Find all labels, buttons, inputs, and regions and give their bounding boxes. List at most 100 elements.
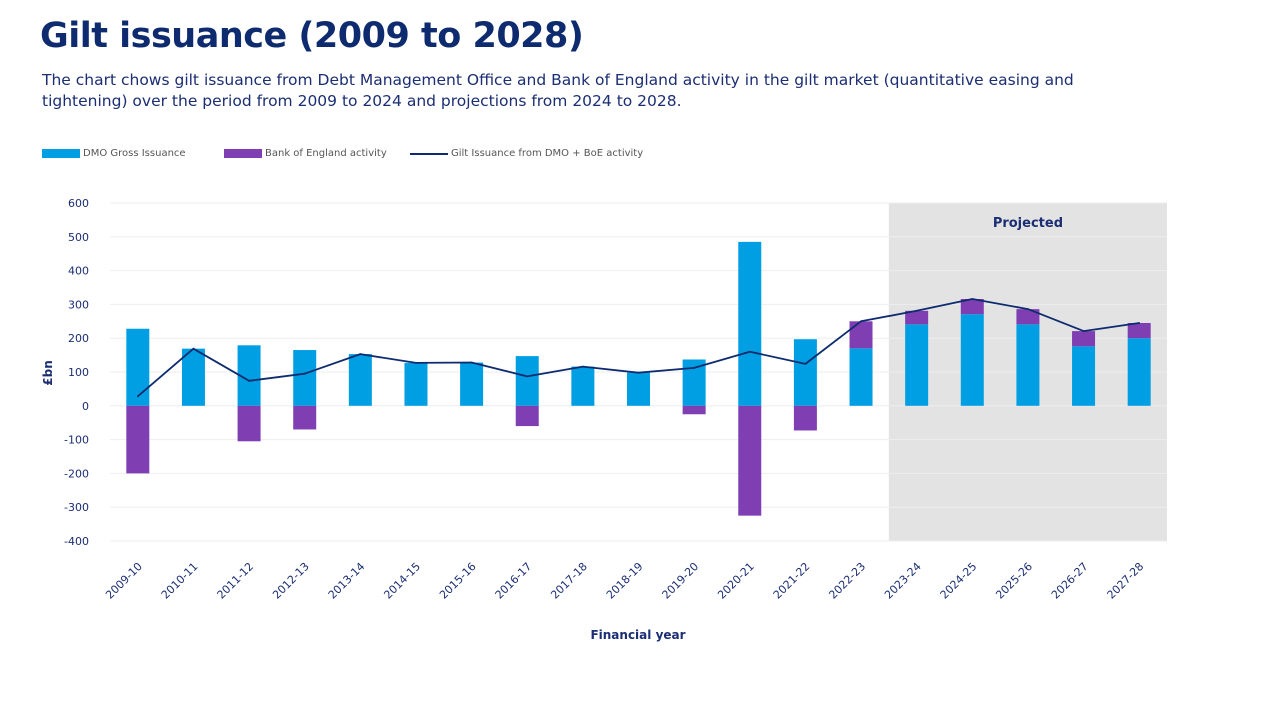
bar-boe-2011-12 — [237, 405, 261, 442]
bar-dmo-2024-25 — [960, 314, 984, 406]
line-point-2013-14 — [359, 353, 362, 355]
y-axis: 600 500 400 300 200 100 0 -100 -200 -300 -400 — [64, 197, 89, 548]
x-axis-title: Financial year — [590, 628, 685, 642]
line-point-2009-10 — [136, 395, 139, 398]
y-tick-label: 100 — [68, 366, 89, 379]
y-tick-label: 600 — [68, 197, 89, 210]
bars — [126, 241, 1151, 516]
y-tick-label: 400 — [68, 265, 89, 278]
y-tick-label: 500 — [68, 231, 89, 244]
line-point-2016-17 — [526, 375, 529, 378]
line-point-2018-19 — [637, 371, 640, 374]
line-point-2020-21 — [748, 350, 751, 353]
y-tick-label: -400 — [64, 535, 89, 548]
bar-boe-2023-24 — [905, 310, 929, 325]
x-tick-label: 2011-12 — [215, 560, 257, 602]
bar-boe-2021-22 — [793, 405, 817, 431]
line-point-2015-16 — [470, 361, 473, 364]
bar-dmo-2017-18 — [571, 366, 595, 406]
x-tick-label: 2022-23 — [826, 560, 868, 602]
bar-boe-2016-17 — [515, 405, 539, 427]
x-tick-label: 2027-28 — [1105, 560, 1147, 602]
y-tick-label: -300 — [64, 501, 89, 514]
x-tick-label: 2015-16 — [437, 560, 479, 602]
bar-boe-2012-13 — [293, 405, 317, 430]
x-tick-label: 2010-11 — [159, 560, 201, 602]
bar-dmo-2009-10 — [126, 328, 150, 406]
x-axis: 2009-10 2010-11 2011-12 2012-13 2013-14 2014-… — [103, 560, 1146, 602]
line-point-2014-15 — [415, 361, 417, 364]
bar-dmo-2011-12 — [237, 345, 261, 406]
x-tick-label: 2026-27 — [1049, 560, 1091, 602]
x-tick-label: 2025-26 — [993, 560, 1035, 602]
line-point-2027-28 — [1138, 322, 1141, 324]
line-point-2021-22 — [804, 362, 807, 365]
line-point-2022-23 — [860, 320, 862, 323]
legend-swatch-line — [410, 152, 448, 155]
legend-swatch-boe — [224, 149, 262, 158]
y-tick-label: 0 — [82, 400, 89, 413]
x-tick-label: 2021-22 — [771, 560, 813, 602]
bar-dmo-2025-26 — [1016, 324, 1040, 406]
bar-dmo-2016-17 — [515, 356, 539, 406]
y-axis-title: £bn — [41, 360, 55, 385]
bar-boe-2024-25 — [960, 298, 984, 315]
line-point-2023-24 — [915, 309, 918, 312]
line-point-2025-26 — [1027, 308, 1029, 311]
legend-label-dmo: DMO Gross Issuance — [83, 148, 186, 159]
x-tick-label: 2017-18 — [548, 560, 590, 602]
bar-boe-2026-27 — [1072, 331, 1096, 347]
x-tick-label: 2019-20 — [660, 560, 702, 602]
line-point-2024-25 — [971, 298, 974, 300]
x-tick-label: 2023-24 — [882, 560, 924, 602]
total-line — [136, 298, 1141, 398]
bar-dmo-2027-28 — [1127, 338, 1151, 406]
legend-label-line: Gilt Issuance from DMO + BoE activity — [451, 148, 644, 159]
x-tick-label: 2009-10 — [103, 560, 145, 602]
x-tick-label: 2020-21 — [715, 560, 757, 602]
legend-label-boe: Bank of England activity — [265, 148, 387, 159]
bar-dmo-2014-15 — [404, 362, 428, 406]
legend-item-line: Gilt Issuance from DMO + BoE activity — [410, 148, 643, 159]
bar-dmo-2020-21 — [738, 241, 762, 406]
x-tick-label: 2018-19 — [604, 560, 646, 602]
line-point-2012-13 — [303, 372, 306, 375]
y-tick-label: 300 — [68, 298, 89, 311]
line-point-2017-18 — [581, 365, 584, 368]
x-tick-label: 2016-17 — [493, 560, 535, 602]
bar-dmo-2019-20 — [682, 359, 706, 406]
legend-item-boe: Bank of England activity — [224, 148, 387, 159]
legend-swatch-dmo — [42, 149, 80, 158]
y-tick-label: -100 — [64, 434, 89, 447]
bar-dmo-2012-13 — [293, 350, 317, 406]
projected-label: Projected — [993, 216, 1063, 231]
bar-dmo-2022-23 — [849, 348, 873, 406]
bar-dmo-2013-14 — [348, 354, 372, 406]
y-tick-label: 200 — [68, 332, 89, 345]
line-point-2010-11 — [192, 347, 195, 350]
x-tick-label: 2013-14 — [326, 560, 368, 602]
bar-boe-2009-10 — [126, 405, 150, 474]
bar-dmo-2023-24 — [905, 324, 929, 406]
line-point-2019-20 — [693, 367, 696, 369]
bar-boe-2027-28 — [1127, 322, 1151, 339]
y-tick-label: -200 — [64, 467, 89, 480]
gridlines — [110, 202, 1167, 542]
bar-dmo-2026-27 — [1072, 346, 1096, 406]
chart-subtitle: The chart chows gilt issuance from Debt … — [42, 71, 1074, 110]
bar-boe-2020-21 — [738, 405, 762, 516]
x-tick-label: 2012-13 — [270, 560, 312, 602]
bar-dmo-2021-22 — [793, 339, 817, 406]
bar-dmo-2018-19 — [627, 372, 650, 406]
line-point-2011-12 — [248, 379, 250, 382]
bar-boe-2025-26 — [1016, 309, 1040, 325]
chart-title: Gilt issuance (2009 to 2028) — [40, 16, 584, 56]
x-tick-label: 2024-25 — [938, 560, 980, 602]
legend-item-dmo: DMO Gross Issuance — [42, 148, 186, 159]
x-tick-label: 2014-15 — [381, 560, 423, 602]
bar-dmo-2015-16 — [460, 362, 484, 406]
bar-dmo-2010-11 — [181, 348, 205, 406]
line-point-2026-27 — [1082, 330, 1085, 333]
bar-boe-2019-20 — [682, 405, 706, 415]
